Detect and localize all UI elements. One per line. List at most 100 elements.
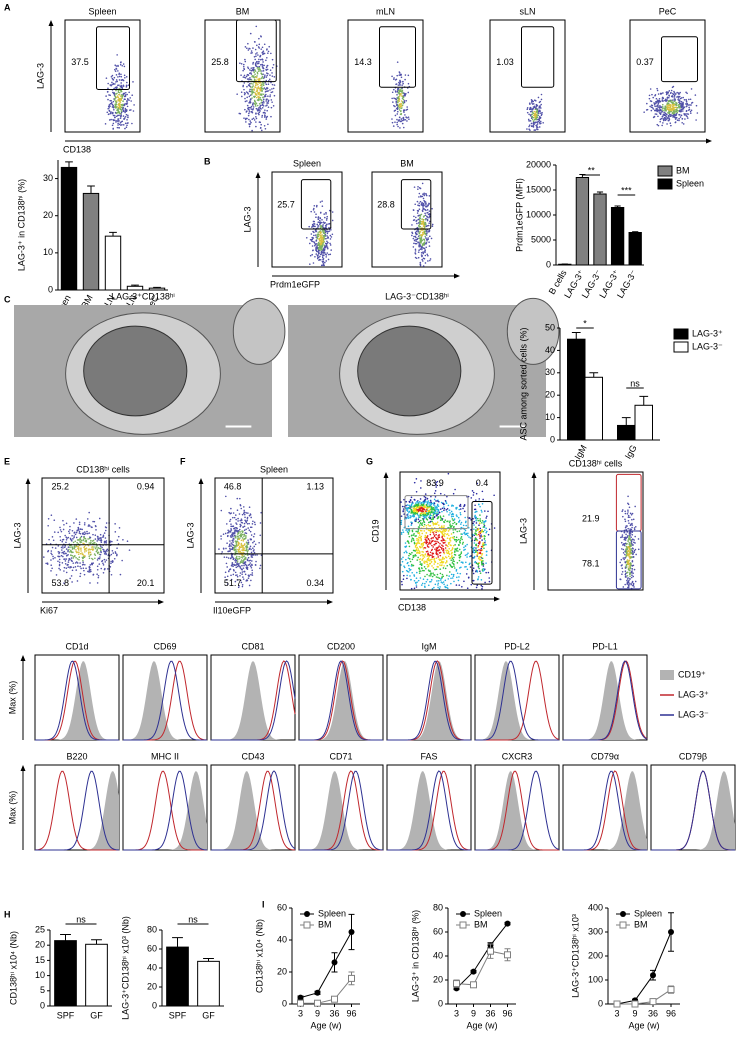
event-dot (312, 249, 314, 252)
event-dot (443, 557, 446, 560)
event-dot (434, 540, 436, 543)
event-dot (318, 259, 320, 262)
event-dot (418, 567, 420, 570)
event-dot (476, 554, 478, 556)
event-dot (242, 567, 245, 569)
event-dot (236, 497, 239, 500)
event-dot (426, 545, 429, 548)
event-dot (445, 556, 448, 559)
event-dot (475, 547, 477, 549)
event-dot (246, 85, 248, 88)
event-dot (260, 129, 263, 132)
event-dot (252, 69, 255, 72)
event-dot (532, 107, 535, 110)
event-dot (124, 91, 127, 94)
event-dot (528, 113, 530, 116)
event-dot (231, 534, 234, 537)
event-dot (482, 526, 485, 528)
event-dot (266, 68, 269, 71)
event-dot (438, 587, 441, 590)
event-dot (58, 551, 61, 554)
event-dot (414, 203, 417, 206)
event-dot (92, 549, 94, 551)
event-dot (421, 559, 423, 561)
event-dot (230, 536, 232, 538)
event-dot (440, 547, 443, 549)
event-dot (243, 547, 246, 549)
event-dot (235, 574, 237, 577)
event-dot (253, 102, 256, 105)
event-dot (399, 105, 401, 108)
event-dot (272, 87, 275, 90)
event-dot (237, 517, 239, 520)
event-dot (418, 501, 421, 503)
event-dot (451, 566, 454, 568)
event-dot (436, 521, 439, 524)
event-dot (267, 106, 270, 108)
event-dot (651, 93, 653, 96)
event-dot (248, 123, 250, 125)
event-dot (319, 221, 322, 223)
event-dot (221, 551, 223, 553)
event-dot (59, 569, 62, 571)
event-dot (481, 520, 484, 522)
event-dot (403, 566, 406, 569)
event-dot (261, 101, 264, 104)
event-dot (690, 109, 693, 112)
event-dot (78, 530, 81, 533)
event-dot (417, 521, 420, 524)
event-dot (126, 540, 129, 543)
event-dot (405, 545, 408, 547)
y-axis-label: ASC among sorted cells (%) (518, 327, 528, 440)
event-dot (436, 504, 439, 507)
event-dot (439, 519, 442, 522)
event-dot (398, 93, 401, 95)
event-dot (398, 82, 401, 85)
event-dot (249, 69, 251, 71)
event-dot (317, 233, 320, 236)
event-dot (461, 585, 463, 588)
event-dot (318, 219, 321, 222)
panel-letter: I (262, 899, 265, 909)
event-dot (669, 99, 672, 102)
event-dot (83, 573, 86, 576)
event-dot (312, 208, 315, 211)
event-dot (100, 551, 102, 554)
event-dot (400, 533, 403, 535)
event-dot (127, 114, 129, 117)
event-dot (670, 113, 672, 116)
event-dot (422, 223, 425, 226)
event-dot (246, 516, 249, 519)
event-dot (112, 100, 115, 103)
event-dot (477, 546, 479, 548)
event-dot (253, 533, 256, 535)
event-dot (400, 515, 403, 517)
event-dot (453, 567, 456, 569)
event-dot (317, 232, 319, 234)
event-dot (62, 547, 64, 549)
event-dot (427, 584, 430, 587)
event-dot (433, 558, 435, 561)
event-dot (230, 507, 232, 510)
event-dot (539, 100, 542, 103)
event-dot (319, 217, 321, 219)
event-dot (248, 514, 251, 517)
event-dot (452, 544, 455, 547)
event-dot (105, 559, 108, 561)
event-dot (442, 538, 444, 540)
y-tick-label: 10 (545, 412, 555, 422)
event-dot (538, 121, 541, 124)
event-dot (531, 99, 533, 102)
event-dot (441, 532, 444, 535)
event-dot (407, 74, 410, 77)
event-dot (418, 192, 421, 195)
event-dot (260, 35, 262, 38)
event-dot (120, 82, 122, 84)
event-dot (487, 533, 490, 536)
event-dot (243, 88, 245, 91)
event-dot (493, 494, 495, 497)
event-dot (130, 100, 132, 102)
event-dot (673, 110, 675, 112)
event-dot (424, 226, 426, 228)
event-dot (418, 202, 421, 204)
